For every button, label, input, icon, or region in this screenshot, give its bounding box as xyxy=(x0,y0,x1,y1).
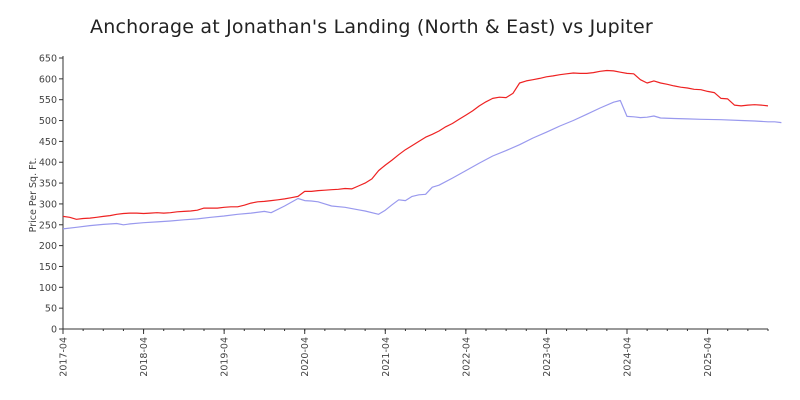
series-lines xyxy=(62,69,782,230)
y-tick-label: 600 xyxy=(39,74,57,85)
y-tick-label: 50 xyxy=(45,304,57,315)
y-tick-label: 0 xyxy=(51,325,57,336)
x-tick-label: 2017-04 xyxy=(59,337,70,377)
x-tick-label: 2018-04 xyxy=(139,337,150,377)
x-tick-label: 2024-04 xyxy=(623,337,634,377)
x-tick-label: 2022-04 xyxy=(461,337,472,377)
series-line-2 xyxy=(62,99,782,230)
x-tick-label: 2020-04 xyxy=(300,337,311,377)
y-tick-label: 450 xyxy=(39,137,57,148)
y-tick-label: 200 xyxy=(39,241,57,252)
series-line-1 xyxy=(62,69,769,220)
chart-title: Anchorage at Jonathan's Landing (North &… xyxy=(90,16,653,38)
y-tick-label: 550 xyxy=(39,95,57,106)
x-tick-label: 2023-04 xyxy=(542,337,553,377)
y-tick-label: 100 xyxy=(39,283,57,294)
y-tick-label: 150 xyxy=(39,262,57,273)
x-tick-label: 2025-04 xyxy=(703,337,714,377)
y-tick-label: 500 xyxy=(39,116,57,127)
y-axis: 0 50 100 150 200 250 300 350 400 450 500 550 600 650 xyxy=(39,54,64,336)
y-axis-label: Price Per Sq. Ft. xyxy=(28,158,39,233)
y-tick-label: 650 xyxy=(39,54,57,65)
y-tick-label: 400 xyxy=(39,158,57,169)
y-tick-label: 350 xyxy=(39,179,57,190)
x-axis: 2017-04 2018-04 2019-04 2020-04 2021-04 2022-… xyxy=(59,328,769,377)
x-tick-label: 2019-04 xyxy=(220,337,231,377)
x-tick-label: 2021-04 xyxy=(381,337,392,377)
y-tick-label: 300 xyxy=(39,199,57,210)
y-tick-label: 250 xyxy=(39,220,57,231)
